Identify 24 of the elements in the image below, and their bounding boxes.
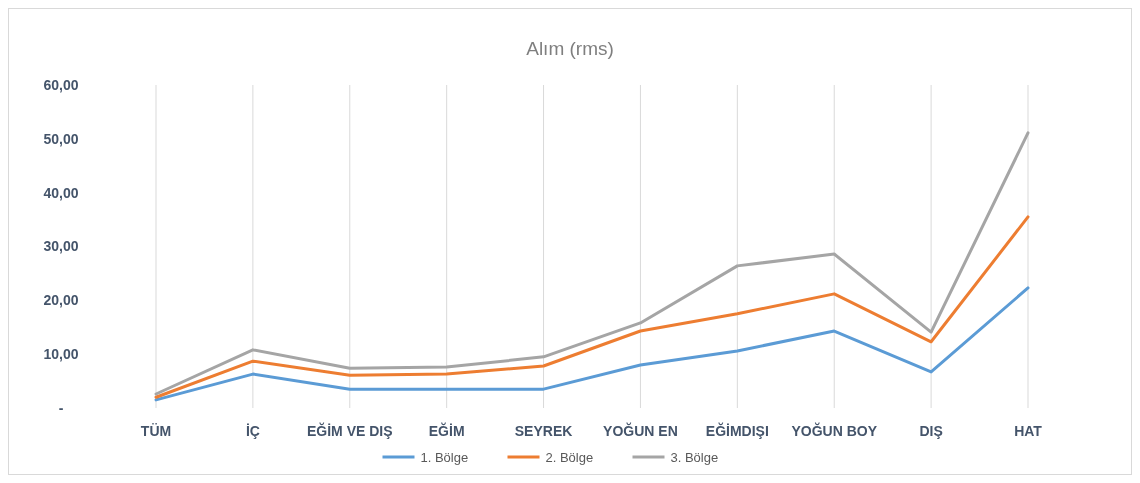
x-tick-label: YOĞUN EN bbox=[603, 422, 678, 439]
x-tick-label: DIŞ bbox=[919, 423, 943, 439]
y-tick-label: 60,00 bbox=[43, 76, 79, 93]
y-tick-label: 10,00 bbox=[43, 346, 79, 363]
x-tick-label: EĞİMDIŞI bbox=[705, 422, 769, 439]
y-tick-label: 50,00 bbox=[43, 130, 79, 147]
x-tick-label: YOĞUN BOY bbox=[791, 422, 878, 439]
legend-label: 1. Bölge bbox=[420, 449, 469, 465]
y-tick-label: 20,00 bbox=[43, 292, 79, 309]
x-tick-label: EĞİM bbox=[428, 422, 465, 439]
legend-label: 2. Bölge bbox=[545, 449, 594, 465]
x-tick-label: HAT bbox=[1014, 423, 1043, 439]
x-tick-label: EĞİM VE DIŞ bbox=[306, 422, 393, 439]
x-tick-label: İÇ bbox=[245, 423, 260, 439]
y-tick-label: 30,00 bbox=[43, 238, 79, 255]
chart-title: Alım (rms) bbox=[526, 38, 614, 59]
y-tick-label: - bbox=[58, 399, 64, 416]
legend-label: 3. Bölge bbox=[670, 449, 719, 465]
x-tick-label: TÜM bbox=[140, 423, 172, 439]
x-tick-label: SEYREK bbox=[514, 423, 573, 439]
line-series bbox=[154, 215, 1030, 399]
line-series bbox=[154, 286, 1030, 402]
y-tick-label: 40,00 bbox=[43, 184, 79, 201]
line-series bbox=[154, 131, 1030, 396]
